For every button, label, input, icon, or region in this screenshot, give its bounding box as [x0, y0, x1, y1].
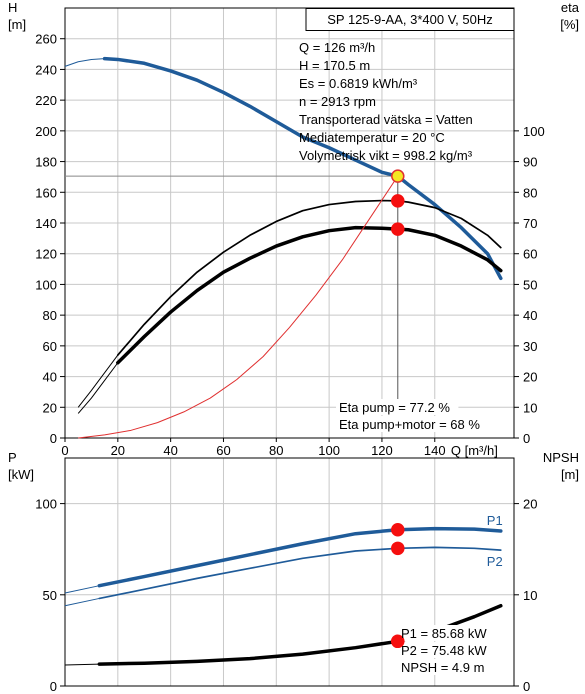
info-bg — [398, 642, 503, 658]
y-left-tick-label: 0 — [50, 679, 57, 694]
y-right-tick-label: 30 — [523, 339, 537, 354]
y-right-tick-label: 50 — [523, 277, 537, 292]
info-line-1: Q = 126 m³/h — [299, 40, 375, 55]
y-left-tick-label: 0 — [50, 431, 57, 446]
y-left-tick-label: 160 — [35, 185, 57, 200]
info-bg — [398, 659, 503, 675]
series-eta_pump-ext — [77, 354, 119, 408]
series-system — [78, 175, 399, 439]
y-right-tick-label: 100 — [523, 124, 545, 139]
marker-npsh — [391, 634, 405, 649]
info-line-2: H = 170.5 m — [299, 58, 370, 73]
series-P1-ext — [64, 585, 100, 594]
y-right-tick-label: 80 — [523, 185, 537, 200]
x-tick-label: 40 — [163, 443, 177, 458]
y-right-tick-label: 0 — [523, 679, 530, 694]
y-right-axis-label: eta — [561, 0, 580, 15]
x-tick-label: 100 — [318, 443, 340, 458]
annotation-bg — [336, 416, 488, 432]
y-left-tick-label: 200 — [35, 124, 57, 139]
y-left-axis-label: H — [8, 0, 17, 15]
info-bg — [398, 625, 503, 641]
plot-frame — [64, 457, 515, 687]
x-tick-label: 0 — [61, 443, 68, 458]
y-left-tick-label: 20 — [43, 400, 57, 415]
marker-point-2 — [391, 194, 405, 208]
y-left-tick-label: 80 — [43, 308, 57, 323]
series-head-ext — [64, 58, 105, 67]
x-tick-label: 60 — [216, 443, 230, 458]
y-left-tick-label: 120 — [35, 247, 57, 262]
power-info-line-2: P2 = 75.48 kW — [401, 643, 487, 658]
info-line-5: Transporterad vätska = Vatten — [299, 112, 473, 127]
y-right-tick-label: 60 — [523, 247, 537, 262]
chart-panel-1 — [60, 7, 519, 442]
y-left-axis-label: P — [8, 450, 17, 465]
x-tick-label: 80 — [269, 443, 283, 458]
annotation-2: Eta pump+motor = 68 % — [339, 417, 480, 432]
chart-title: SP 125-9-AA, 3*400 V, 50Hz — [327, 12, 493, 27]
annotation-1: Eta pump = 77.2 % — [339, 400, 450, 415]
series-eta_total-ext — [77, 362, 119, 414]
x-tick-label: 120 — [371, 443, 393, 458]
series-label-P1: P1 — [487, 513, 503, 528]
y-right-axis-unit: [%] — [560, 17, 579, 32]
info-line-6: Mediatemperatur = 20 °C — [299, 130, 445, 145]
info-line-3: Es = 0.6819 kWh/m³ — [299, 76, 418, 91]
y-right-tick-label: 20 — [523, 497, 537, 512]
y-right-tick-label: 40 — [523, 308, 537, 323]
series-label-P2: P2 — [487, 554, 503, 569]
series-head — [102, 56, 503, 281]
marker-point-2 — [391, 541, 405, 556]
y-left-tick-label: 100 — [35, 277, 57, 292]
y-left-tick-label: 50 — [43, 588, 57, 603]
y-right-axis-unit: [m] — [561, 467, 579, 482]
y-right-tick-label: 10 — [523, 588, 537, 603]
marker-point-1 — [391, 169, 405, 183]
info-line-7: Volymetrisk vikt = 998.2 kg/m³ — [299, 148, 473, 163]
x-tick-label: 140 — [424, 443, 446, 458]
annotation-bg — [336, 399, 459, 415]
y-left-tick-label: 40 — [43, 370, 57, 385]
y-right-tick-label: 90 — [523, 155, 537, 170]
series-eta_total — [116, 225, 503, 365]
power-info-line-1: P1 = 85.68 kW — [401, 626, 487, 641]
x-tick-label: 20 — [111, 443, 125, 458]
series-P2 — [98, 546, 502, 600]
chart-panel-2 — [60, 457, 519, 687]
y-left-tick-label: 180 — [35, 155, 57, 170]
y-left-tick-label: 240 — [35, 62, 57, 77]
x-axis-label: Q [m³/h] — [451, 443, 498, 458]
series-P2-ext — [64, 597, 100, 607]
power-info-line-3: NPSH = 4.9 m — [401, 660, 484, 675]
info-line-4: n = 2913 rpm — [299, 94, 376, 109]
series-NPSH — [97, 603, 503, 666]
y-right-tick-label: 20 — [523, 370, 537, 385]
y-right-axis-label: NPSH — [543, 450, 579, 465]
title-box — [305, 8, 515, 31]
marker-point-3 — [391, 222, 405, 236]
y-left-tick-label: 220 — [35, 93, 57, 108]
series-NPSH-ext — [64, 663, 100, 666]
y-right-tick-label: 0 — [523, 431, 530, 446]
y-left-tick-label: 100 — [35, 497, 57, 512]
marker-point-1 — [391, 522, 405, 537]
y-left-axis-unit: [kW] — [8, 467, 34, 482]
series-eta_pump — [116, 199, 502, 356]
y-left-tick-label: 260 — [35, 32, 57, 47]
y-left-tick-label: 60 — [43, 339, 57, 354]
y-right-tick-label: 10 — [523, 400, 537, 415]
y-left-tick-label: 140 — [35, 216, 57, 231]
series-P1 — [97, 526, 503, 588]
y-right-tick-label: 70 — [523, 216, 537, 231]
y-left-axis-unit: [m] — [8, 17, 26, 32]
